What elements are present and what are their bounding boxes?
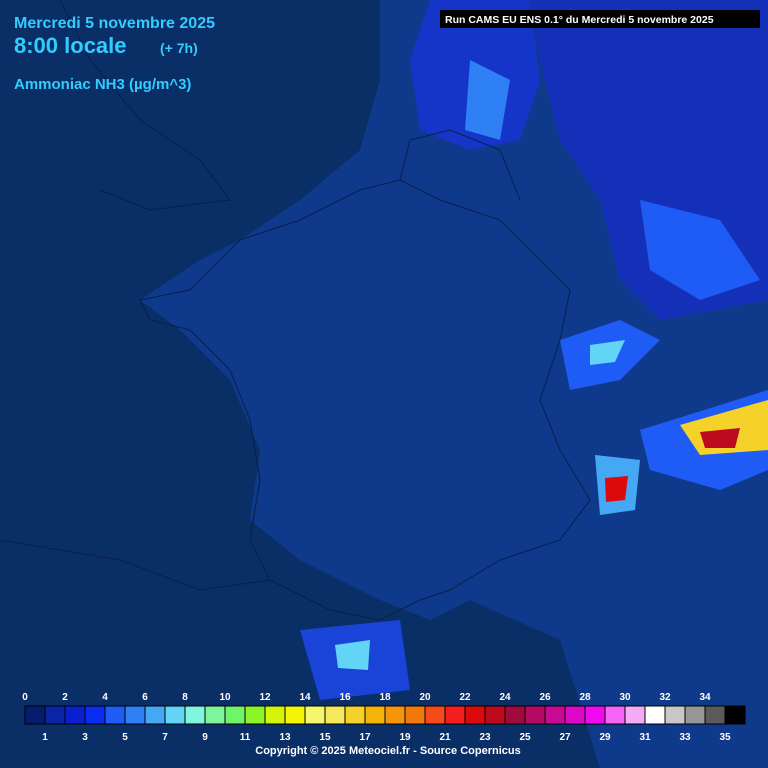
legend-tick-label: 26 (539, 692, 551, 703)
legend-swatch (244, 705, 266, 725)
legend-swatch (424, 705, 446, 725)
legend-tick-label: 6 (142, 692, 148, 703)
legend-tick-label: 32 (659, 692, 671, 703)
legend-swatch (584, 705, 606, 725)
legend-tick-label: 23 (479, 732, 491, 743)
run-info: Run CAMS EU ENS 0.1° du Mercredi 5 novem… (445, 14, 714, 26)
legend-swatch (324, 705, 346, 725)
legend-tick-label: 0 (22, 692, 28, 703)
legend-tick-label: 12 (259, 692, 271, 703)
blob-po-valley-mid (680, 400, 768, 455)
blob-piedmont-core (605, 476, 628, 502)
legend-swatch (64, 705, 86, 725)
legend-swatch (364, 705, 386, 725)
legend-swatch (464, 705, 486, 725)
legend-swatch (684, 705, 706, 725)
legend-tick-label: 28 (579, 692, 591, 703)
legend-swatch (104, 705, 126, 725)
legend-swatch (664, 705, 686, 725)
uk-coast (59, 0, 231, 211)
legend-tick-label: 4 (102, 692, 108, 703)
france-border (139, 179, 591, 621)
legend-tick-label: 18 (379, 692, 391, 703)
blob-catalonia-core (335, 640, 370, 670)
legend-tick-label: 35 (719, 732, 731, 743)
legend-tick-label: 2 (62, 692, 68, 703)
legend-tick-label: 8 (182, 692, 188, 703)
legend-swatch (184, 705, 206, 725)
legend-tick-label: 34 (699, 692, 711, 703)
blob-germany-core (640, 200, 760, 300)
legend-tick-label: 33 (679, 732, 691, 743)
legend-swatch (724, 705, 746, 725)
legend-tick-label: 22 (459, 692, 471, 703)
legend-swatch (284, 705, 306, 725)
legend-swatch (624, 705, 646, 725)
copyright: Copyright © 2025 Meteociel.fr - Source C… (255, 745, 520, 757)
legend-swatch (504, 705, 526, 725)
legend-swatch (204, 705, 226, 725)
legend-swatch (524, 705, 546, 725)
legend-swatch (404, 705, 426, 725)
offset: (+ 7h) (160, 40, 198, 56)
blob-lake-geneva-core (590, 340, 625, 365)
legend-swatch (644, 705, 666, 725)
legend-tick-label: 5 (122, 732, 128, 743)
legend-tick-label: 13 (279, 732, 291, 743)
legend-swatch (164, 705, 186, 725)
legend: 0123456789101112131415161718192021222324… (22, 692, 746, 743)
legend-tick-label: 29 (599, 732, 611, 743)
spain-coast (0, 539, 271, 591)
legend-swatch (44, 705, 66, 725)
benelux-border (399, 129, 521, 201)
legend-tick-label: 21 (439, 732, 451, 743)
legend-swatch (124, 705, 146, 725)
legend-swatch (444, 705, 466, 725)
legend-tick-label: 11 (240, 732, 251, 743)
legend-tick-label: 9 (202, 732, 208, 743)
variable: Ammoniac NH3 (µg/m^3) (14, 76, 191, 93)
legend-swatch (264, 705, 286, 725)
legend-tick-label: 20 (419, 692, 431, 703)
time: 8:00 locale (14, 33, 127, 58)
legend-tick-label: 17 (359, 732, 371, 743)
blob-benelux-core (465, 60, 510, 140)
legend-swatch (484, 705, 506, 725)
legend-tick-label: 31 (639, 732, 651, 743)
legend-swatch (564, 705, 586, 725)
legend-tick-label: 14 (299, 692, 311, 703)
legend-tick-label: 27 (559, 732, 571, 743)
concentration-field (140, 0, 768, 768)
legend-tick-label: 16 (339, 692, 351, 703)
legend-swatch (224, 705, 246, 725)
legend-swatch (544, 705, 566, 725)
legend-swatch (604, 705, 626, 725)
legend-swatch (24, 705, 46, 725)
legend-swatch (344, 705, 366, 725)
legend-swatch (84, 705, 106, 725)
legend-tick-label: 15 (319, 732, 331, 743)
legend-tick-label: 30 (619, 692, 631, 703)
legend-swatch (704, 705, 726, 725)
blob-po-valley-core (700, 428, 740, 448)
borders (0, 0, 591, 621)
legend-swatch (144, 705, 166, 725)
date: Mercredi 5 novembre 2025 (14, 15, 215, 32)
legend-tick-label: 25 (519, 732, 531, 743)
run-banner (440, 10, 760, 28)
legend-swatch (304, 705, 326, 725)
legend-swatch (384, 705, 406, 725)
legend-tick-label: 3 (82, 732, 88, 743)
legend-tick-label: 24 (499, 692, 511, 703)
legend-tick-label: 1 (42, 732, 48, 743)
legend-tick-label: 19 (399, 732, 411, 743)
legend-tick-label: 10 (219, 692, 231, 703)
legend-tick-label: 7 (162, 732, 168, 743)
